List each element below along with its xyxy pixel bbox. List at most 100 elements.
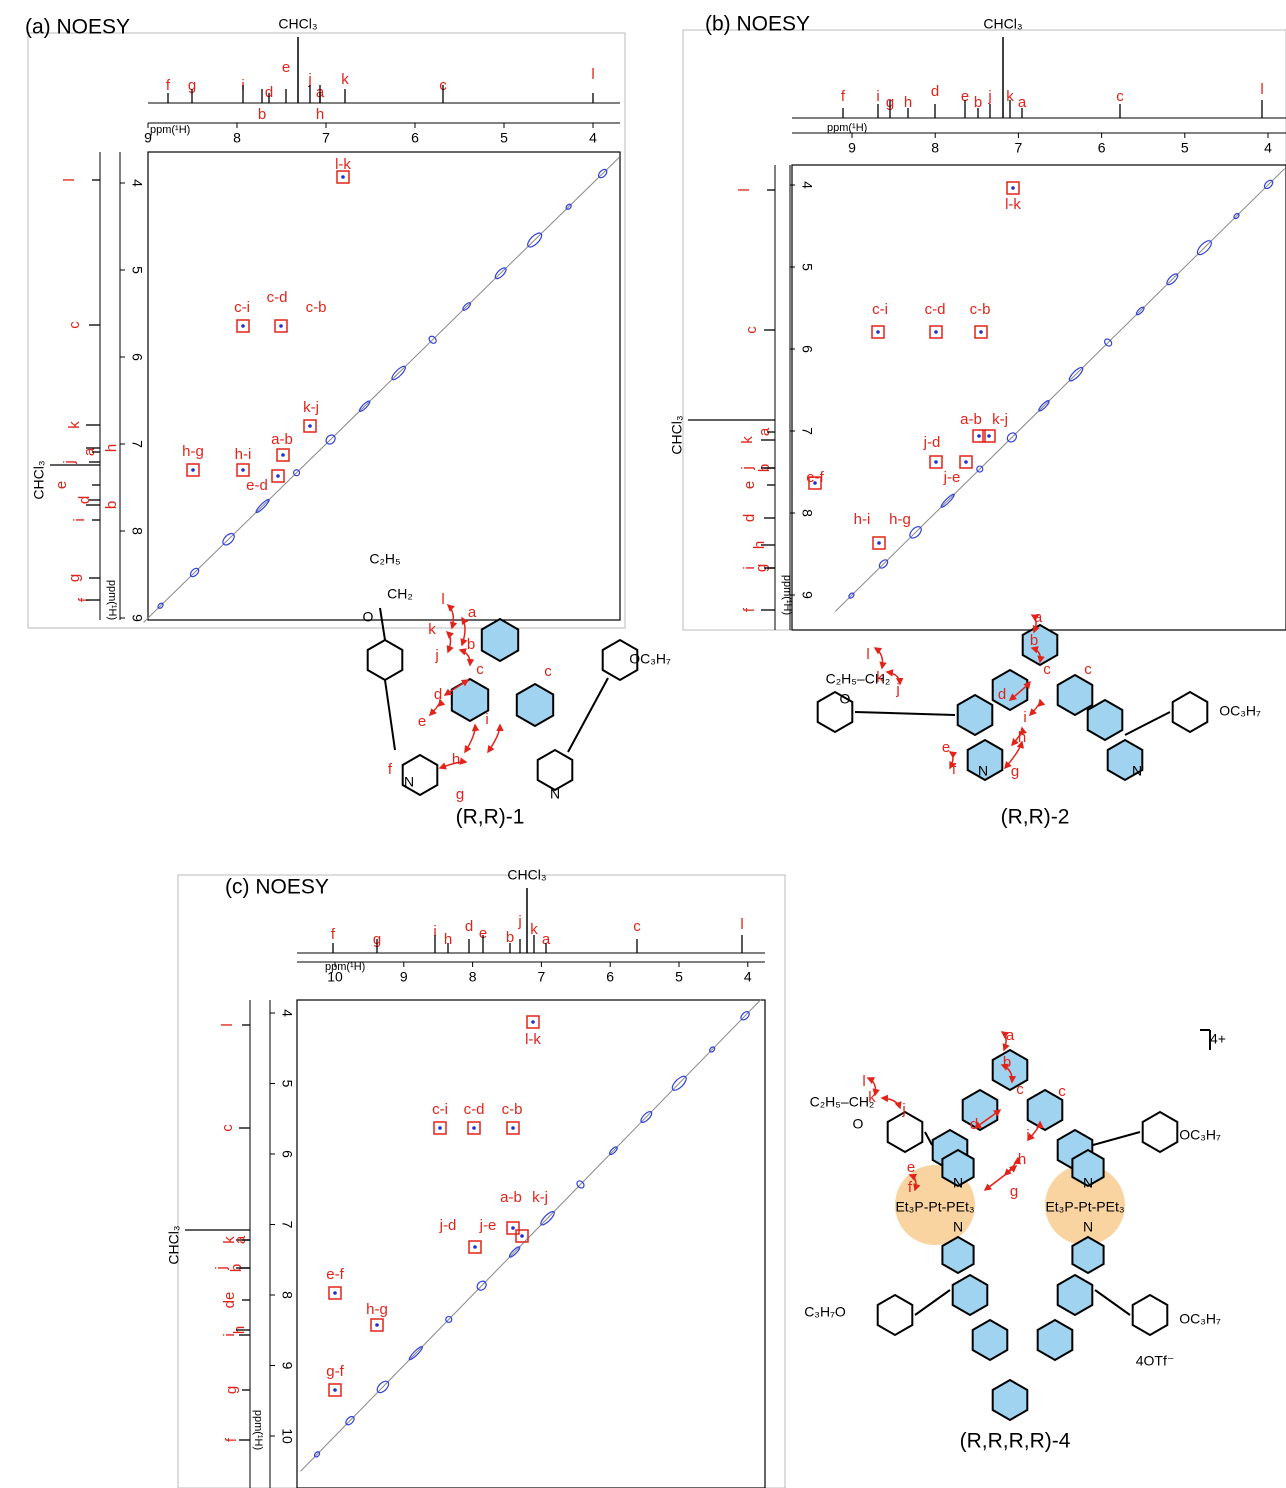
peak-label: f bbox=[223, 1437, 240, 1442]
ring bbox=[973, 1320, 1008, 1360]
x-tick-label: 8 bbox=[931, 140, 939, 156]
cross-peak bbox=[977, 434, 981, 438]
y-tick-label: 7 bbox=[129, 440, 145, 448]
structure-label: g bbox=[456, 786, 464, 803]
x-tick-label: 7 bbox=[322, 130, 330, 146]
cross-peak-label: k-j bbox=[992, 411, 1008, 428]
cross-peak bbox=[511, 1226, 515, 1230]
y-tick-label: 4 bbox=[129, 179, 145, 187]
structure-label: c bbox=[476, 661, 484, 678]
y-tick-label: 6 bbox=[279, 1150, 295, 1158]
structure-label: h bbox=[452, 751, 460, 768]
cross-peak-label: h-g bbox=[889, 511, 911, 528]
y-tick-label: 8 bbox=[279, 1291, 295, 1299]
noe-arrow bbox=[1030, 700, 1040, 715]
structure-label: j bbox=[901, 1101, 905, 1118]
structure-label: e bbox=[942, 739, 950, 756]
cross-peak-label: c-i bbox=[432, 1101, 448, 1118]
y-tick-label: 4 bbox=[279, 1009, 295, 1017]
structure-label: c bbox=[1043, 661, 1051, 678]
structure-label: 4+ bbox=[1210, 1031, 1226, 1047]
peak-label: j bbox=[739, 466, 756, 470]
cross-peak bbox=[191, 468, 195, 472]
solvent-label: CHCl₃ bbox=[166, 1225, 182, 1264]
panel-label: (b) NOESY bbox=[705, 13, 810, 36]
structure-label: i bbox=[1026, 1127, 1029, 1144]
ring bbox=[993, 1380, 1028, 1420]
structure-label: N bbox=[1132, 763, 1142, 779]
solvent-label: CHCl₃ bbox=[669, 415, 685, 454]
structure-label: a bbox=[468, 604, 477, 621]
noe-arrow bbox=[875, 648, 883, 668]
ring bbox=[517, 684, 553, 726]
structure-label: a bbox=[1034, 609, 1043, 626]
x-tick-label: 5 bbox=[500, 130, 508, 146]
cross-peak-label: k-j bbox=[303, 399, 319, 416]
structure-label: d bbox=[970, 1116, 978, 1133]
cross-peak-label: a-b bbox=[960, 411, 982, 428]
peak-label: k bbox=[739, 436, 756, 444]
peak-label: c bbox=[743, 326, 760, 334]
compound-name: (R,R,R,R)-4 bbox=[960, 1430, 1071, 1453]
y-tick-label: 5 bbox=[279, 1080, 295, 1088]
compound-name: (R,R)-1 bbox=[456, 806, 525, 829]
structure-label: OC₃H₇ bbox=[629, 651, 671, 667]
cross-peak bbox=[876, 330, 880, 334]
cross-peak bbox=[281, 453, 285, 457]
cross-peak-label: j-e bbox=[943, 469, 961, 486]
x-axis-title: ppm(¹H) bbox=[150, 124, 190, 136]
cross-peak-label: h-g bbox=[366, 1301, 388, 1318]
noe-arrow bbox=[462, 618, 465, 645]
peak-label: l bbox=[1260, 81, 1263, 98]
cross-peak bbox=[473, 1245, 477, 1249]
y-tick-label: 6 bbox=[129, 353, 145, 361]
ring bbox=[1173, 692, 1208, 732]
cross-peak-label: c-d bbox=[267, 289, 288, 306]
y-tick-label: 4 bbox=[799, 181, 815, 189]
structure-label: c bbox=[1058, 1083, 1066, 1100]
peak-label: j bbox=[987, 88, 991, 105]
cross-peak bbox=[987, 434, 991, 438]
cross-peak-label: c-b bbox=[502, 1101, 523, 1118]
peak-label: j bbox=[61, 460, 78, 464]
bond bbox=[385, 680, 395, 750]
y-tick-label: 7 bbox=[279, 1221, 295, 1229]
y-tick-label: 10 bbox=[279, 1428, 295, 1444]
cross-peak-label: h-g bbox=[182, 443, 204, 460]
x-tick-label: 8 bbox=[469, 969, 477, 985]
y-tick-label: 9 bbox=[279, 1362, 295, 1370]
structure-label: l bbox=[866, 646, 869, 663]
structure-label: l bbox=[441, 591, 444, 608]
structure-label: C₂H₅ bbox=[369, 551, 400, 567]
structure-label: OC₃H₇ bbox=[1179, 1311, 1221, 1327]
ring bbox=[958, 695, 993, 735]
ring bbox=[878, 1295, 913, 1335]
cross-peak bbox=[531, 1020, 535, 1024]
structure-label: N bbox=[1083, 1175, 1093, 1191]
cross-peak bbox=[241, 468, 245, 472]
cross-peak-label: c-i bbox=[234, 299, 250, 316]
bond bbox=[1093, 1132, 1140, 1145]
structure-label: N bbox=[404, 774, 414, 790]
structure-label: N bbox=[978, 763, 988, 779]
structure-label: N bbox=[953, 1219, 963, 1235]
ring bbox=[953, 1275, 988, 1315]
structure-label: b bbox=[1003, 1054, 1011, 1071]
cross-peak-label: c-i bbox=[872, 301, 888, 318]
peak-label: f bbox=[331, 926, 336, 943]
bond bbox=[925, 1132, 932, 1145]
structure-label: C₃H₇O bbox=[804, 1304, 846, 1320]
y-tick-label: 8 bbox=[129, 527, 145, 535]
x-tick-label: 9 bbox=[400, 969, 408, 985]
compound-name: (R,R)-2 bbox=[1001, 806, 1070, 829]
peak-label: e bbox=[53, 481, 70, 489]
ring bbox=[1088, 700, 1123, 740]
x-tick-label: 4 bbox=[744, 969, 752, 985]
cross-peak-label: c-b bbox=[970, 301, 991, 318]
structure-label: CH₂ bbox=[387, 586, 413, 602]
structure-label: N bbox=[1083, 1219, 1093, 1235]
peak-label: f bbox=[741, 607, 758, 612]
cross-peak-label: c-d bbox=[464, 1101, 485, 1118]
structure-label: c bbox=[544, 663, 552, 680]
structure-label: b bbox=[1030, 632, 1038, 649]
